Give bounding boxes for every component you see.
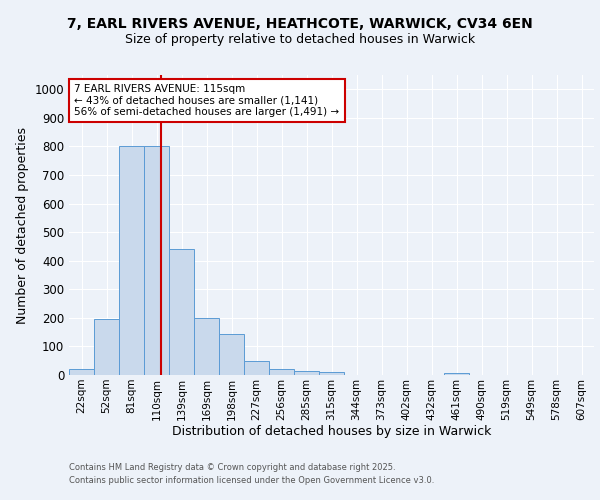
Bar — [269, 370, 294, 375]
Text: Contains public sector information licensed under the Open Government Licence v3: Contains public sector information licen… — [69, 476, 434, 485]
Text: Size of property relative to detached houses in Warwick: Size of property relative to detached ho… — [125, 32, 475, 46]
Bar — [69, 370, 94, 375]
Text: Contains HM Land Registry data © Crown copyright and database right 2025.: Contains HM Land Registry data © Crown c… — [69, 462, 395, 471]
Bar — [169, 250, 194, 375]
Bar — [319, 372, 344, 375]
Bar — [244, 360, 269, 375]
Bar — [144, 146, 169, 375]
Bar — [94, 320, 119, 375]
Bar — [119, 146, 144, 375]
Y-axis label: Number of detached properties: Number of detached properties — [16, 126, 29, 324]
X-axis label: Distribution of detached houses by size in Warwick: Distribution of detached houses by size … — [172, 426, 491, 438]
Bar — [444, 372, 469, 375]
Text: 7, EARL RIVERS AVENUE, HEATHCOTE, WARWICK, CV34 6EN: 7, EARL RIVERS AVENUE, HEATHCOTE, WARWIC… — [67, 18, 533, 32]
Text: 7 EARL RIVERS AVENUE: 115sqm
← 43% of detached houses are smaller (1,141)
56% of: 7 EARL RIVERS AVENUE: 115sqm ← 43% of de… — [74, 84, 340, 117]
Bar — [294, 370, 319, 375]
Bar — [194, 318, 219, 375]
Bar — [219, 334, 244, 375]
